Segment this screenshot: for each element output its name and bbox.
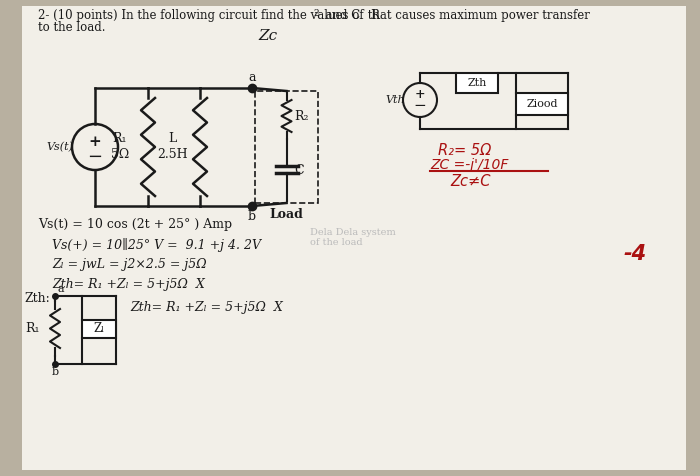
Text: Load: Load xyxy=(270,208,303,221)
Text: a: a xyxy=(248,71,256,84)
Text: -4: -4 xyxy=(624,244,647,264)
Text: C: C xyxy=(295,163,304,177)
Text: b: b xyxy=(51,367,59,377)
Text: and C  that causes maximum power transfer: and C that causes maximum power transfer xyxy=(318,9,590,22)
Text: Zc≠C: Zc≠C xyxy=(450,174,491,189)
Text: Zₗ = jwL = j2×2.5 = j5Ω: Zₗ = jwL = j2×2.5 = j5Ω xyxy=(52,258,206,271)
Text: Vs(t): Vs(t) xyxy=(46,142,74,152)
Bar xyxy=(456,73,498,93)
Text: R₂= 5Ω: R₂= 5Ω xyxy=(438,143,491,158)
Text: R₂: R₂ xyxy=(295,109,309,122)
Text: −: − xyxy=(414,99,426,113)
Bar xyxy=(255,91,318,203)
Text: 2: 2 xyxy=(313,9,319,18)
Text: Zth= R₁ +Zₗ = 5+j5Ω  X: Zth= R₁ +Zₗ = 5+j5Ω X xyxy=(130,301,283,314)
Text: L: L xyxy=(168,132,176,146)
Text: Zc: Zc xyxy=(258,29,278,43)
Text: 5Ω: 5Ω xyxy=(111,149,129,161)
Text: 2- (10 points) In the following circuit find the values of  R: 2- (10 points) In the following circuit … xyxy=(38,9,380,22)
Text: 2.5H: 2.5H xyxy=(157,149,188,161)
Text: a: a xyxy=(58,284,64,294)
Bar xyxy=(82,320,116,338)
Text: ZC =-j'/10F: ZC =-j'/10F xyxy=(430,158,508,172)
Text: to the load.: to the load. xyxy=(38,21,106,34)
Text: Dela Dela system: Dela Dela system xyxy=(310,228,396,237)
Text: Vs(+) = 10∥25° V =  9.1 +j 4. 2V: Vs(+) = 10∥25° V = 9.1 +j 4. 2V xyxy=(52,238,261,252)
Text: R₁: R₁ xyxy=(26,322,41,335)
Text: +: + xyxy=(414,89,426,101)
Text: R₁: R₁ xyxy=(113,132,127,146)
Text: of the load: of the load xyxy=(310,238,363,247)
Text: −: − xyxy=(88,148,103,166)
Text: Zth:: Zth: xyxy=(24,292,50,306)
Text: Zth: Zth xyxy=(468,78,486,88)
Text: b: b xyxy=(248,210,256,223)
Text: Vs(t) = 10 cos (2t + 25° ) Amp: Vs(t) = 10 cos (2t + 25° ) Amp xyxy=(38,218,232,231)
Text: Ziood: Ziood xyxy=(526,99,558,109)
Text: +: + xyxy=(89,135,102,149)
Text: Zₗ: Zₗ xyxy=(93,323,104,336)
Text: Zth= R₁ +Zₗ = 5+j5Ω  X: Zth= R₁ +Zₗ = 5+j5Ω X xyxy=(52,278,204,291)
Bar xyxy=(516,93,568,115)
Text: Vth: Vth xyxy=(385,95,405,105)
